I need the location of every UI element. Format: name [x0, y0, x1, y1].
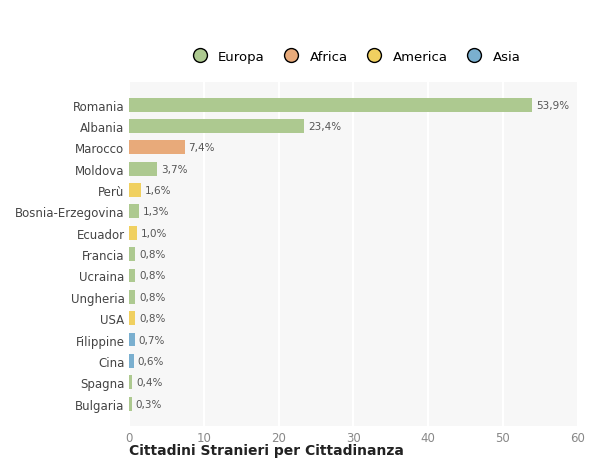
Text: 53,9%: 53,9%	[536, 101, 569, 111]
Bar	[130, 120, 304, 134]
Text: 0,3%: 0,3%	[136, 399, 162, 409]
Text: Cittadini Stranieri per Cittadinanza: Cittadini Stranieri per Cittadinanza	[130, 443, 404, 457]
Text: 0,7%: 0,7%	[139, 335, 165, 345]
Bar	[130, 333, 134, 347]
Bar	[130, 290, 136, 304]
Bar	[130, 162, 157, 176]
Bar	[130, 226, 137, 240]
Bar	[130, 354, 134, 368]
Bar	[130, 312, 136, 325]
Bar	[130, 397, 131, 411]
Text: 1,6%: 1,6%	[145, 186, 172, 196]
Bar	[130, 184, 142, 197]
Text: 0,8%: 0,8%	[139, 313, 166, 324]
Text: 0,8%: 0,8%	[139, 250, 166, 259]
Text: 1,0%: 1,0%	[140, 228, 167, 238]
Text: 7,4%: 7,4%	[188, 143, 215, 153]
Bar	[130, 205, 139, 219]
Bar	[130, 375, 133, 389]
Bar	[130, 141, 185, 155]
Text: 0,8%: 0,8%	[139, 292, 166, 302]
Text: 0,6%: 0,6%	[137, 356, 164, 366]
Text: 0,8%: 0,8%	[139, 271, 166, 281]
Legend: Europa, Africa, America, Asia: Europa, Africa, America, Asia	[184, 48, 523, 67]
Text: 0,4%: 0,4%	[136, 377, 163, 387]
Bar	[130, 99, 532, 112]
Text: 1,3%: 1,3%	[143, 207, 169, 217]
Bar	[130, 269, 136, 283]
Text: 23,4%: 23,4%	[308, 122, 341, 132]
Bar	[130, 248, 136, 262]
Text: 3,7%: 3,7%	[161, 164, 187, 174]
